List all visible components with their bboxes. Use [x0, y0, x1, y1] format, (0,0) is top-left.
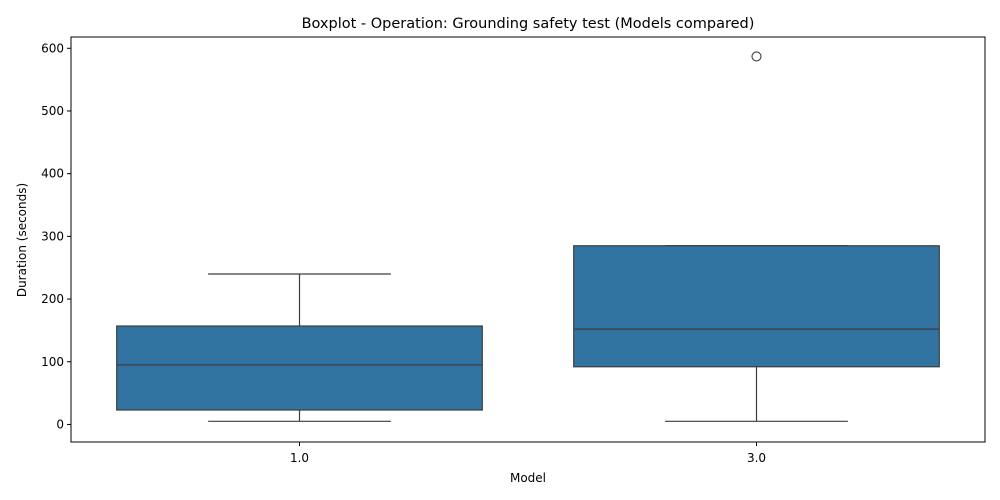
chart-title: Boxplot - Operation: Grounding safety te… — [302, 16, 755, 32]
plot-area: 0 100 200 300 400 500 600 1.0 3.0 — [41, 41, 940, 465]
x-tick-label: 1.0 — [290, 451, 309, 465]
y-tick-label: 400 — [41, 167, 64, 181]
box-group-3-0 — [573, 51, 940, 422]
y-tick-label: 0 — [56, 417, 64, 431]
iqr-box — [116, 325, 483, 411]
box-group-1-0 — [116, 273, 483, 422]
y-tick-label: 100 — [41, 355, 64, 369]
y-tick-label: 600 — [41, 41, 64, 55]
x-tick-label: 3.0 — [747, 451, 766, 465]
outlier-point — [751, 51, 762, 62]
x-axis-title: Model — [510, 471, 546, 485]
y-tick-label: 500 — [41, 104, 64, 118]
y-tick-label: 300 — [41, 229, 64, 243]
y-axis-title: Duration (seconds) — [15, 183, 29, 297]
iqr-box — [573, 245, 940, 368]
plot-frame — [70, 36, 986, 443]
y-tick-label: 200 — [41, 292, 64, 306]
